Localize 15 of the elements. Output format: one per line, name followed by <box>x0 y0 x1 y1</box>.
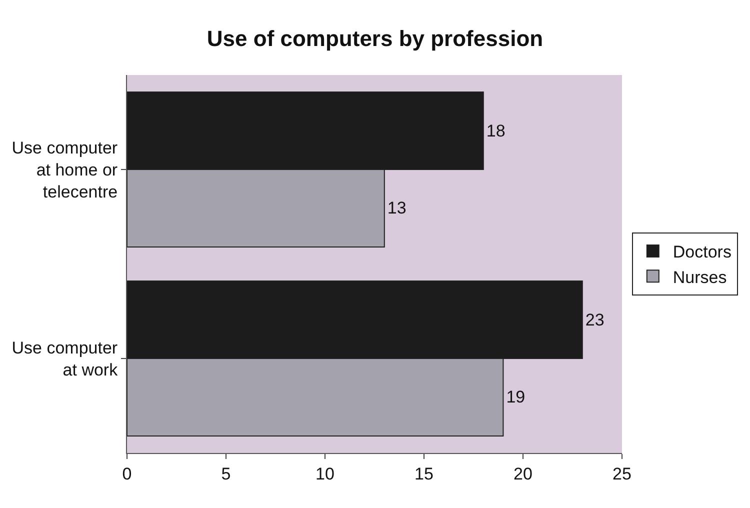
x-tick-label: 5 <box>221 464 231 484</box>
x-tick-label: 0 <box>122 464 132 484</box>
x-tick-label: 25 <box>612 464 632 484</box>
x-tick-label: 10 <box>316 464 334 484</box>
x-tick-label: 15 <box>414 464 434 484</box>
data-label: 23 <box>585 310 604 330</box>
y-tick-label: Use computer at home or telecentre <box>12 138 118 202</box>
chart-title: Use of computers by profession <box>206 26 544 51</box>
data-label: 13 <box>387 198 406 218</box>
x-tick-label: 20 <box>514 464 532 484</box>
legend-label: Doctors <box>672 242 732 262</box>
data-label: 18 <box>486 121 506 140</box>
y-tick-label: Use computer at work <box>12 338 118 380</box>
legend-label: Nurses <box>672 268 727 287</box>
data-label: 19 <box>506 388 526 407</box>
